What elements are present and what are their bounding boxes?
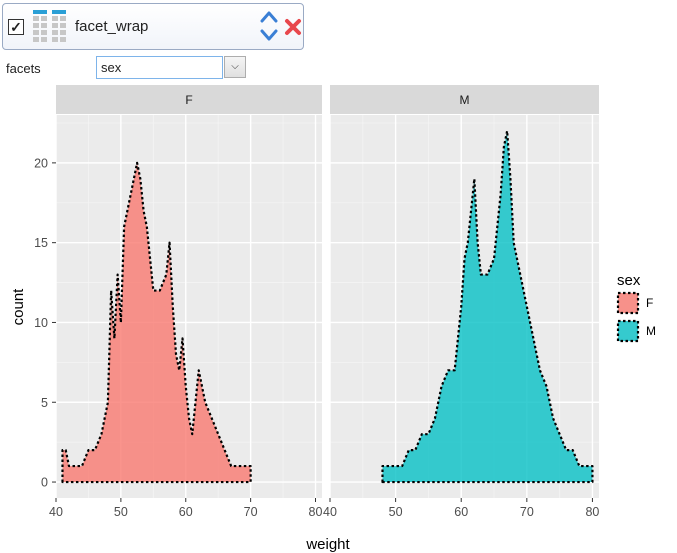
y-tick-label: 10 bbox=[34, 316, 48, 330]
facet-strip bbox=[56, 85, 322, 114]
facet-strip-label: M bbox=[460, 93, 470, 107]
facets-dropdown-button[interactable]: ⌵ bbox=[224, 56, 246, 78]
legend-item-M: M bbox=[616, 319, 656, 343]
y-tick-label: 0 bbox=[41, 476, 48, 490]
facets-select[interactable]: sex bbox=[96, 56, 223, 79]
facet-strip bbox=[330, 85, 599, 114]
legend-title: sex bbox=[617, 272, 641, 289]
y-tick-label: 15 bbox=[34, 236, 48, 250]
facet-panel-M: M bbox=[329, 85, 599, 498]
x-tick-label: 80 bbox=[309, 505, 323, 519]
y-tick-label: 5 bbox=[41, 396, 48, 410]
facet-panel-F: F bbox=[55, 85, 322, 498]
remove-layer-icon[interactable] bbox=[284, 18, 302, 36]
move-up-icon[interactable] bbox=[260, 10, 278, 24]
facet-grid-icon bbox=[33, 10, 66, 42]
area-series-M bbox=[381, 129, 594, 484]
x-tick-label: 70 bbox=[520, 505, 534, 519]
x-tick-label: 60 bbox=[179, 505, 193, 519]
layer-title: facet_wrap bbox=[75, 18, 149, 35]
x-tick-label: 70 bbox=[244, 505, 258, 519]
legend-swatch-F bbox=[616, 291, 640, 315]
x-tick-label: 50 bbox=[389, 505, 403, 519]
facet-wrap-layer: ✓ facet_wrap bbox=[2, 3, 304, 50]
facets-label: facets bbox=[6, 61, 41, 76]
x-tick-label: 80 bbox=[585, 505, 599, 519]
x-tick-label: 40 bbox=[323, 505, 337, 519]
move-down-icon[interactable] bbox=[260, 28, 278, 42]
legend-item-F: F bbox=[616, 291, 653, 315]
area-series-F bbox=[61, 161, 252, 484]
y-tick-label: 20 bbox=[34, 156, 48, 170]
chevron-down-icon: ⌵ bbox=[231, 61, 239, 72]
x-axis-title: weight bbox=[305, 536, 350, 553]
x-tick-label: 60 bbox=[454, 505, 468, 519]
legend-swatch-M bbox=[616, 319, 640, 343]
layer-enabled-checkbox[interactable]: ✓ bbox=[8, 19, 24, 35]
x-tick-label: 40 bbox=[49, 505, 63, 519]
y-axis-title: count bbox=[10, 288, 27, 326]
facet-strip-label: F bbox=[185, 93, 192, 107]
x-tick-label: 50 bbox=[114, 505, 128, 519]
legend-label: M bbox=[646, 324, 656, 338]
legend-label: F bbox=[646, 296, 653, 310]
